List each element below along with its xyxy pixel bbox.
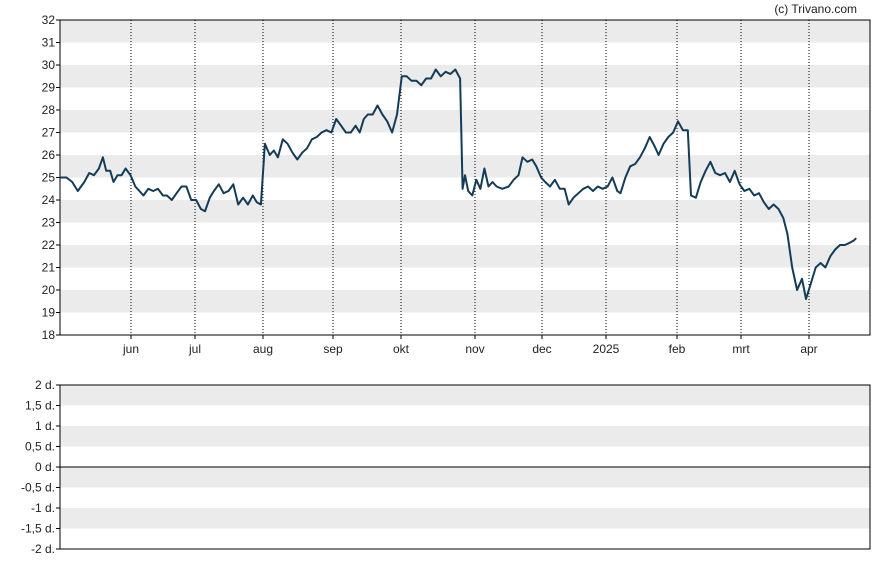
price-band (60, 110, 870, 133)
y-tick-label: 26 (42, 148, 56, 162)
y-tick-label: 27 (42, 126, 56, 140)
price-band (60, 65, 870, 88)
y-tick-label: 31 (42, 36, 56, 50)
x-tick-label: apr (800, 342, 817, 356)
secondary-y-tick-label: -1,5 d. (21, 522, 55, 536)
secondary-chart-bands (60, 385, 870, 529)
y-tick-label: 32 (42, 13, 56, 27)
y-tick-label: 28 (42, 103, 56, 117)
secondary-y-tick-label: 1 d. (35, 419, 55, 433)
price-band (60, 155, 870, 178)
y-tick-label: 30 (42, 58, 56, 72)
secondary-band (60, 385, 870, 406)
x-tick-label: sep (323, 342, 343, 356)
y-tick-label: 21 (42, 261, 56, 275)
price-band (60, 20, 870, 43)
price-band (60, 200, 870, 223)
secondary-y-tick-label: 0,5 d. (25, 440, 55, 454)
x-tick-label: aug (253, 342, 273, 356)
x-tick-label: jun (122, 342, 139, 356)
secondary-y-axis: 2 d. 1,5 d. 1 d. 0,5 d. 0 d. -0,5 d. -1 d. -1,5… (21, 378, 60, 556)
secondary-chart: 2 d. 1,5 d. 1 d. 0,5 d. 0 d. -0,5 d. -1 d. -1,5… (21, 378, 871, 556)
y-tick-label: 19 (42, 306, 56, 320)
y-tick-label: 23 (42, 216, 56, 230)
credit-label: (c) Trivano.com (774, 2, 857, 16)
y-tick-label: 29 (42, 81, 56, 95)
secondary-y-tick-label: 2 d. (35, 378, 55, 392)
y-tick-label: 24 (42, 193, 56, 207)
x-tick-label: mrt (732, 342, 750, 356)
secondary-y-tick-label: 0 d. (35, 460, 55, 474)
secondary-band (60, 508, 870, 529)
y-tick-label: 18 (42, 328, 56, 342)
x-tick-label: nov (465, 342, 484, 356)
y-tick-label: 22 (42, 238, 56, 252)
x-tick-label: dec (532, 342, 551, 356)
secondary-band (60, 426, 870, 447)
x-tick-label: jul (188, 342, 201, 356)
price-band (60, 290, 870, 313)
price-x-axis: jun jul aug sep okt nov dec 2025 feb mrt apr (122, 335, 818, 356)
secondary-y-tick-label: -1 d. (31, 501, 55, 515)
price-series-line (60, 68, 857, 300)
price-band (60, 245, 870, 268)
x-tick-label: 2025 (593, 342, 620, 356)
y-tick-label: 20 (42, 283, 56, 297)
price-y-axis: 18 19 20 21 22 23 24 25 26 27 28 29 30 31 32 (42, 13, 60, 342)
secondary-band (60, 467, 870, 488)
secondary-y-tick-label: -2 d. (31, 542, 55, 556)
x-tick-label: feb (669, 342, 686, 356)
x-tick-label: okt (393, 342, 410, 356)
price-chart: 18 19 20 21 22 23 24 25 26 27 28 29 30 31 32 jun jul aug… (42, 13, 871, 356)
secondary-y-tick-label: -0,5 d. (21, 481, 55, 495)
price-chart-bands (60, 20, 870, 313)
y-tick-label: 25 (42, 171, 56, 185)
secondary-y-tick-label: 1,5 d. (25, 399, 55, 413)
